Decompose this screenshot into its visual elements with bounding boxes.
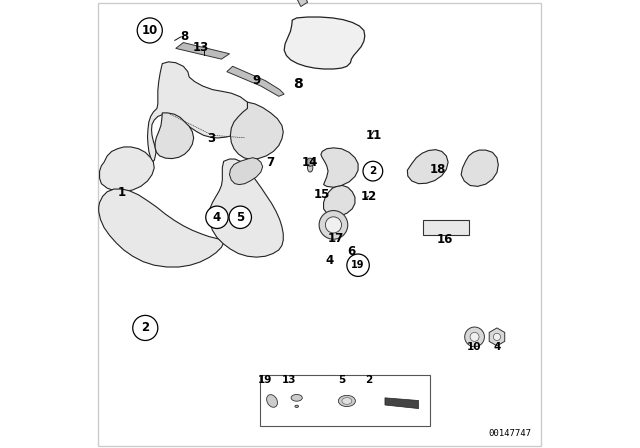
Text: 2: 2 xyxy=(141,321,149,335)
Circle shape xyxy=(493,333,500,340)
Circle shape xyxy=(306,158,314,166)
Text: 15: 15 xyxy=(314,188,330,202)
Text: 00147747: 00147747 xyxy=(488,429,531,438)
Polygon shape xyxy=(284,17,365,69)
Polygon shape xyxy=(385,398,419,409)
Circle shape xyxy=(347,254,369,276)
Text: 8: 8 xyxy=(180,30,189,43)
Circle shape xyxy=(363,161,383,181)
Text: 5: 5 xyxy=(236,211,244,224)
Polygon shape xyxy=(155,113,194,159)
Text: 9: 9 xyxy=(252,74,260,87)
Text: 8: 8 xyxy=(292,77,303,91)
Polygon shape xyxy=(230,102,284,159)
Polygon shape xyxy=(489,328,505,346)
Text: 1: 1 xyxy=(118,186,126,199)
Polygon shape xyxy=(230,158,262,185)
Circle shape xyxy=(319,211,348,239)
Ellipse shape xyxy=(339,396,355,407)
Polygon shape xyxy=(431,158,443,168)
Circle shape xyxy=(325,217,342,233)
Ellipse shape xyxy=(307,163,313,172)
Text: 6: 6 xyxy=(348,245,355,258)
Text: 4: 4 xyxy=(493,342,500,352)
Text: 10: 10 xyxy=(141,24,158,37)
Polygon shape xyxy=(227,66,284,96)
Polygon shape xyxy=(407,150,448,184)
Ellipse shape xyxy=(291,395,302,401)
Polygon shape xyxy=(324,185,355,216)
Circle shape xyxy=(229,206,252,228)
Polygon shape xyxy=(209,159,284,257)
Text: 18: 18 xyxy=(429,163,445,176)
FancyBboxPatch shape xyxy=(260,375,430,426)
Text: 12: 12 xyxy=(360,190,376,203)
Circle shape xyxy=(206,206,228,228)
Circle shape xyxy=(137,18,163,43)
Text: 17: 17 xyxy=(328,232,344,245)
Polygon shape xyxy=(99,189,224,267)
Text: 4: 4 xyxy=(213,211,221,224)
Text: 2: 2 xyxy=(369,166,376,176)
Text: 5: 5 xyxy=(338,375,345,385)
Text: 7: 7 xyxy=(266,155,274,169)
Ellipse shape xyxy=(267,395,278,407)
Polygon shape xyxy=(176,43,230,59)
Text: 19: 19 xyxy=(351,260,365,270)
Circle shape xyxy=(470,332,479,341)
Text: 4: 4 xyxy=(326,254,334,267)
Polygon shape xyxy=(461,150,499,186)
Polygon shape xyxy=(148,62,253,162)
Text: 11: 11 xyxy=(365,129,382,142)
Polygon shape xyxy=(321,148,358,187)
Text: 13: 13 xyxy=(193,41,209,55)
Text: 10: 10 xyxy=(467,342,482,352)
Text: 13: 13 xyxy=(282,375,297,385)
Text: 2: 2 xyxy=(365,375,372,385)
Ellipse shape xyxy=(342,398,352,404)
Ellipse shape xyxy=(295,405,298,408)
Polygon shape xyxy=(423,220,468,235)
Text: 16: 16 xyxy=(436,233,452,246)
Text: 19: 19 xyxy=(258,375,273,385)
Circle shape xyxy=(465,327,484,347)
Text: 14: 14 xyxy=(302,155,318,169)
Text: 3: 3 xyxy=(207,132,216,146)
Circle shape xyxy=(132,315,158,340)
Polygon shape xyxy=(100,147,154,192)
Polygon shape xyxy=(168,0,308,7)
